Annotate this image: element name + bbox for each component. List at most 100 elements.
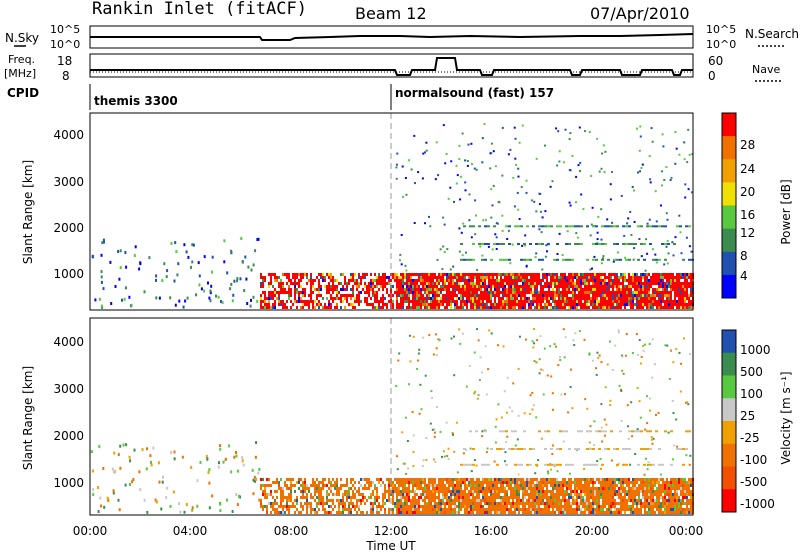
radar-cell [508, 294, 510, 297]
radar-cell [114, 469, 117, 473]
radar-cell [532, 508, 534, 511]
radar-cell [446, 511, 448, 514]
radar-cell [466, 511, 468, 514]
radar-cell [332, 291, 334, 294]
radar-cell [442, 499, 444, 502]
radar-cell [484, 496, 486, 499]
radar-cell [640, 487, 642, 490]
radar-cell [414, 291, 416, 294]
radar-cell [686, 508, 688, 511]
radar-cell [642, 493, 644, 496]
radar-cell [328, 282, 330, 285]
radar-cell [588, 496, 590, 499]
radar-cell [400, 276, 402, 279]
radar-cell [546, 273, 548, 276]
radar-cell [576, 300, 578, 303]
radar-cell [420, 487, 422, 490]
radar-cell [278, 481, 280, 484]
nave-tick-bottom: 0 [708, 69, 716, 83]
radar-cell [344, 276, 346, 279]
radar-cell [614, 300, 616, 303]
radar-cell [414, 508, 416, 511]
radar-cell [118, 508, 121, 512]
radar-cell [390, 288, 392, 291]
radar-cell [372, 288, 374, 291]
radar-cell [590, 481, 592, 484]
radar-cell [434, 493, 436, 496]
radar-cell [624, 505, 626, 508]
radar-cell [523, 258, 526, 261]
radar-cell [550, 297, 552, 300]
radar-cell [454, 291, 456, 294]
radar-cell [438, 294, 440, 297]
radar-cell [502, 303, 504, 306]
radar-cell [658, 484, 660, 487]
radar-cell [684, 276, 686, 279]
radar-cell [666, 508, 668, 511]
radar-cell [602, 490, 604, 493]
radar-cell [662, 511, 664, 514]
radar-cell [270, 493, 272, 496]
radar-cell [450, 490, 452, 493]
radar-cell [554, 282, 556, 285]
radar-cell [642, 303, 644, 306]
radar-cell [622, 505, 624, 508]
radar-cell [183, 243, 186, 247]
radar-cell [447, 197, 450, 200]
radar-cell [256, 299, 259, 303]
radar-cell [352, 496, 354, 499]
radar-cell [588, 306, 590, 309]
radar-cell [648, 511, 650, 514]
radar-cell [294, 505, 296, 508]
radar-cell [536, 490, 538, 493]
radar-cell [620, 282, 622, 285]
radar-cell [268, 502, 270, 505]
radar-cell [644, 279, 646, 282]
radar-cell [594, 291, 596, 294]
radar-cell [614, 282, 616, 285]
radar-cell [546, 276, 548, 279]
radar-cell [177, 262, 180, 266]
radar-cell [208, 481, 211, 485]
radar-cell [632, 258, 635, 261]
radar-cell [594, 493, 596, 496]
radar-cell [554, 502, 556, 505]
radar-cell [616, 294, 618, 297]
radar-cell [366, 273, 368, 276]
radar-cell [443, 450, 445, 453]
radar-cell [572, 285, 574, 288]
radar-cell [684, 300, 686, 303]
radar-cell [604, 291, 606, 294]
radar-cell [568, 279, 570, 282]
radar-cell [682, 478, 684, 481]
radar-cell [662, 481, 664, 484]
radar-cell [542, 511, 544, 514]
radar-cell [656, 493, 658, 496]
radar-cell [358, 273, 360, 276]
radar-cell [540, 279, 542, 282]
radar-cell [384, 285, 386, 288]
radar-cell [396, 468, 399, 471]
radar-cell [552, 481, 554, 484]
radar-cell [388, 499, 390, 502]
radar-cell [608, 273, 610, 276]
radar-cell [598, 487, 600, 490]
radar-cell [504, 285, 506, 288]
radar-cell [424, 496, 426, 499]
radar-cell [590, 175, 593, 177]
radar-cell [402, 508, 404, 511]
radar-cell [290, 481, 292, 484]
radar-cell [476, 499, 478, 502]
radar-cell [511, 243, 514, 246]
radar-cell [440, 276, 442, 279]
radar-cell [686, 303, 688, 306]
radar-cell [378, 496, 380, 499]
radar-cell [538, 484, 540, 487]
radar-cell [678, 279, 680, 282]
radar-cell [606, 300, 608, 303]
radar-cell [584, 508, 586, 511]
radar-cell [448, 478, 450, 481]
radar-cell [434, 300, 436, 303]
radar-cell [396, 487, 398, 490]
radar-cell [682, 490, 684, 493]
